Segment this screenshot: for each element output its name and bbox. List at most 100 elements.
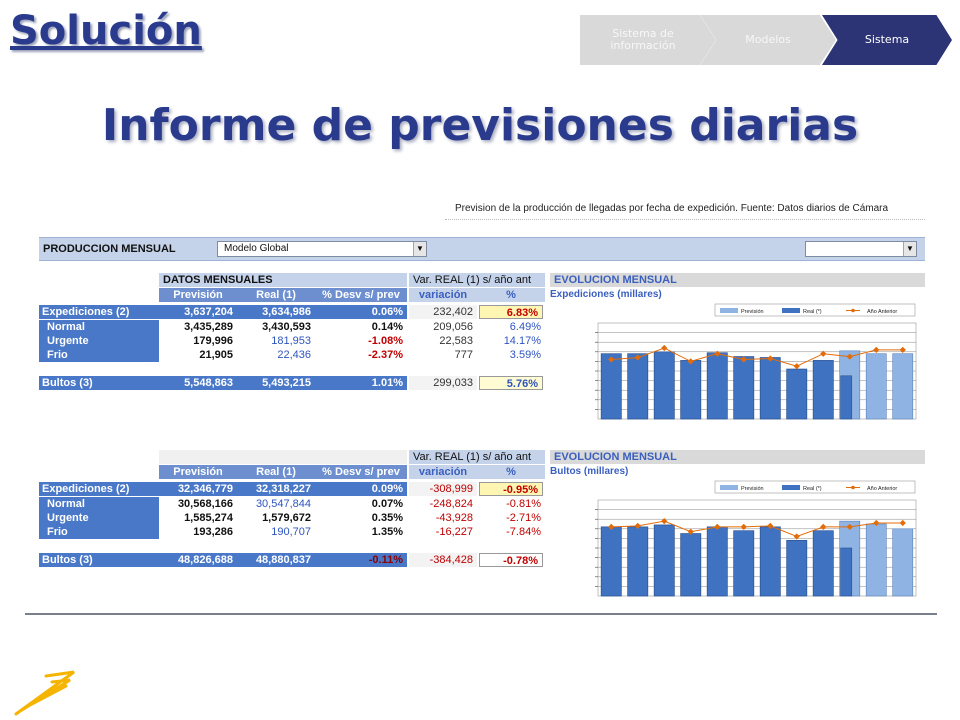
line-ano-anterior [611, 520, 903, 538]
table-title: DATOS MENSUALES [159, 273, 407, 287]
divider [445, 219, 925, 220]
row-label: Bultos (3) [39, 553, 159, 567]
cell-prevision: 48,826,688 [159, 553, 237, 567]
chart-subtitle: Expediciones (millares) [550, 289, 662, 300]
bar-real [706, 526, 728, 597]
table-row: Normal 30,568,166 30,547,844 0.07% -248,… [39, 497, 545, 511]
bar-real [786, 540, 808, 597]
cell-variacion: 299,033 [409, 376, 477, 390]
bar-real [627, 526, 649, 597]
cell-desv: 0.07% [371, 498, 403, 510]
cell-variacion: -248,824 [429, 498, 473, 510]
cell-desv: 0.35% [371, 512, 403, 524]
row-label: Frio [39, 525, 159, 539]
crumb-sistema[interactable]: Sistema [822, 15, 952, 65]
row-label: Urgente [39, 511, 159, 525]
cell-variacion: 209,056 [433, 321, 473, 333]
chevron-down-icon[interactable]: ▼ [903, 242, 916, 256]
bar-real [812, 360, 834, 420]
table-row: Normal 3,435,289 3,430,593 0.14% 209,056… [39, 320, 545, 334]
cell-real: 32,318,227 [237, 482, 315, 496]
breadcrumb: Sistema de información Modelos Sistema [580, 15, 952, 65]
bar-real [812, 530, 834, 597]
secondary-select[interactable]: ▼ [805, 241, 917, 257]
cell-desv: 1.01% [315, 376, 407, 390]
cell-prevision: 5,548,863 [159, 376, 237, 390]
cell-pct: -0.78% [479, 553, 543, 567]
cell-real: 48,880,837 [237, 553, 315, 567]
bar-real [680, 360, 702, 420]
cell-pct: -2.71% [506, 512, 541, 524]
cell-pct: 5.76% [479, 376, 543, 390]
chart-expediciones: Previsión Real (*) Año Anterior [595, 303, 917, 420]
cell-pct: -0.95% [479, 482, 543, 496]
cell-pct: 14.17% [503, 335, 541, 347]
filter-label: PRODUCCION MENSUAL [43, 243, 176, 255]
cell-desv: -1.08% [368, 335, 403, 347]
model-select[interactable]: Modelo Global ▼ [217, 241, 427, 257]
cell-prevision: 1,585,274 [184, 512, 233, 524]
bar-real [627, 353, 649, 420]
cell-desv: 1.35% [371, 526, 403, 538]
cell-pct: 3.59% [509, 349, 541, 361]
bar-real [653, 351, 675, 420]
table-row: Expediciones (2) 3,637,204 3,634,986 0.0… [39, 305, 545, 319]
var-header: Var. REAL (1) s/ año ant [409, 450, 545, 464]
chart-bultos: Previsión Real (*) Año Anterior [595, 480, 917, 597]
cell-variacion: 777 [454, 349, 473, 361]
legend-label: Previsión [741, 309, 764, 315]
bar-real [680, 533, 702, 597]
table-row: Bultos (3) 48,826,688 48,880,837 -0.11% … [39, 553, 545, 567]
col-header: variación [409, 288, 477, 302]
cell-desv: -2.37% [368, 349, 403, 361]
report-screenshot: Prevision de la producción de llegadas p… [25, 185, 937, 615]
col-header: variación [409, 465, 477, 479]
crumb-modelos[interactable]: Modelos [700, 15, 836, 65]
crumb-sistema-informacion[interactable]: Sistema de información [580, 15, 716, 65]
var-header: Var. REAL (1) s/ año ant [409, 273, 545, 287]
cell-prevision: 193,286 [193, 526, 233, 538]
legend-swatch [782, 485, 800, 490]
chevron-down-icon[interactable]: ▼ [413, 242, 426, 256]
table-row: Frio 193,286 190,707 1.35% -16,227 -7.84… [39, 525, 545, 539]
cell-desv: 0.09% [315, 482, 407, 496]
cell-variacion: -16,227 [435, 526, 473, 538]
row-label: Normal [39, 497, 159, 511]
line-ano-anterior [611, 347, 903, 367]
table-row: Urgente 1,585,274 1,579,672 0.35% -43,92… [39, 511, 545, 525]
chart-legend: Previsión Real (*) Año Anterior [714, 480, 916, 494]
cell-pct: 6.83% [479, 305, 543, 319]
table-row: Frio 21,905 22,436 -2.37% 777 3.59% [39, 348, 545, 362]
col-header: Real (1) [237, 288, 315, 302]
cell-desv: 0.14% [371, 321, 403, 333]
report-subtitle: Prevision de la producción de llegadas p… [455, 203, 889, 214]
table-row: Bultos (3) 5,548,863 5,493,215 1.01% 299… [39, 376, 545, 390]
cell-variacion: 232,402 [409, 305, 477, 319]
table-title [159, 450, 407, 464]
cell-real: 5,493,215 [237, 376, 315, 390]
bar-real [653, 524, 675, 597]
table-row: Urgente 179,996 181,953 -1.08% 22,583 14… [39, 334, 545, 348]
bar-prevision [892, 528, 914, 597]
cell-pct: -0.81% [506, 498, 541, 510]
cell-variacion: 22,583 [439, 335, 473, 347]
bar-real [600, 353, 622, 420]
cell-real: 3,430,593 [262, 321, 311, 333]
legend-swatch [720, 308, 738, 313]
cell-prevision: 30,568,166 [177, 498, 233, 510]
cell-prevision: 3,637,204 [159, 305, 237, 319]
chart-title: EVOLUCION MENSUAL [550, 273, 925, 287]
bar-real [840, 547, 853, 597]
col-header: Real (1) [237, 465, 315, 479]
bar-prevision [865, 353, 887, 420]
model-select-value: Modelo Global [224, 243, 289, 254]
legend-swatch [851, 308, 855, 313]
row-label: Expediciones (2) [39, 482, 159, 496]
cell-prevision: 32,346,779 [159, 482, 237, 496]
col-header: % [477, 465, 545, 479]
legend-swatch [720, 485, 738, 490]
cell-real: 30,547,844 [255, 498, 311, 510]
report-bottom-rule [25, 613, 937, 615]
row-label: Normal [39, 320, 159, 334]
row-label: Urgente [39, 334, 159, 348]
